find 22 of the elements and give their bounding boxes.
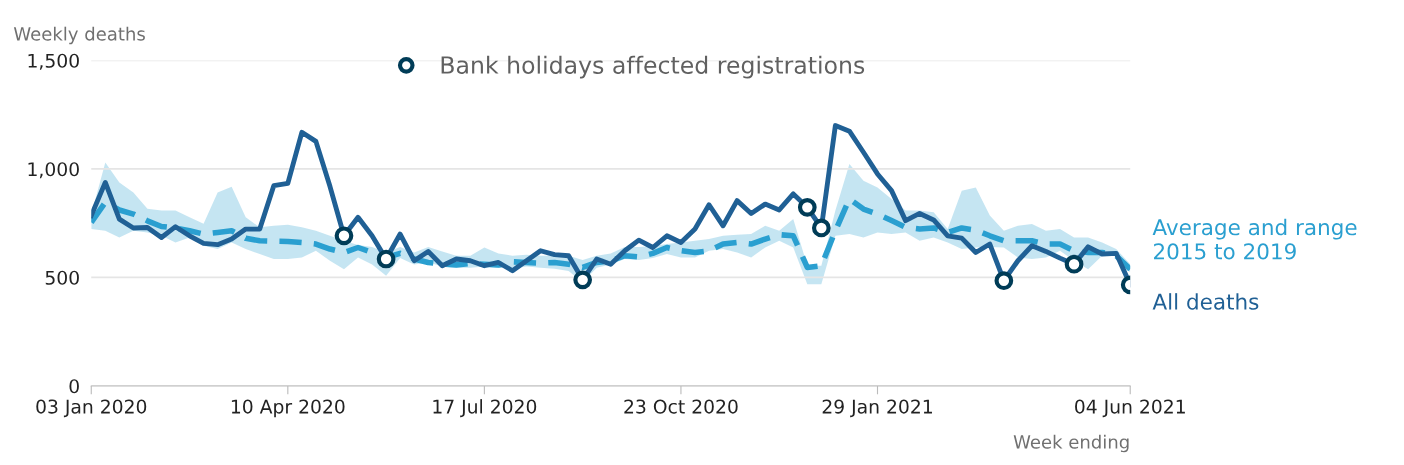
x-tick-label: 23 Oct 2020 <box>624 399 738 414</box>
point <box>1064 254 1084 274</box>
x-tick-label: 10 Apr 2020 <box>231 399 345 418</box>
point <box>811 218 831 238</box>
y-axis-title: Weekly deaths <box>13 26 145 45</box>
point <box>573 270 593 290</box>
x-tick-label: 03 Jan 2020 <box>36 399 147 418</box>
series-label: Average and range 2015 to 2019 <box>1152 218 1357 260</box>
point <box>797 197 817 217</box>
y-tick-label: 0 <box>69 379 79 394</box>
point <box>334 226 354 246</box>
x-axis-title: Week ending <box>1013 434 1129 453</box>
series-label: All deaths <box>1152 293 1259 310</box>
y-tick-label: 1,500 <box>28 53 79 70</box>
x-tick-label: 29 Jan 2021 <box>822 399 932 418</box>
point <box>376 249 396 269</box>
point <box>994 271 1014 291</box>
legend-label: Bank holidays affected registrations <box>441 55 865 79</box>
x-tick-label: 17 Jul 2020 <box>433 399 537 418</box>
x-tick-label: 04 Jun 2021 <box>1075 399 1185 418</box>
y-tick-label: 500 <box>45 270 79 285</box>
y-tick-label: 1,000 <box>28 162 79 179</box>
